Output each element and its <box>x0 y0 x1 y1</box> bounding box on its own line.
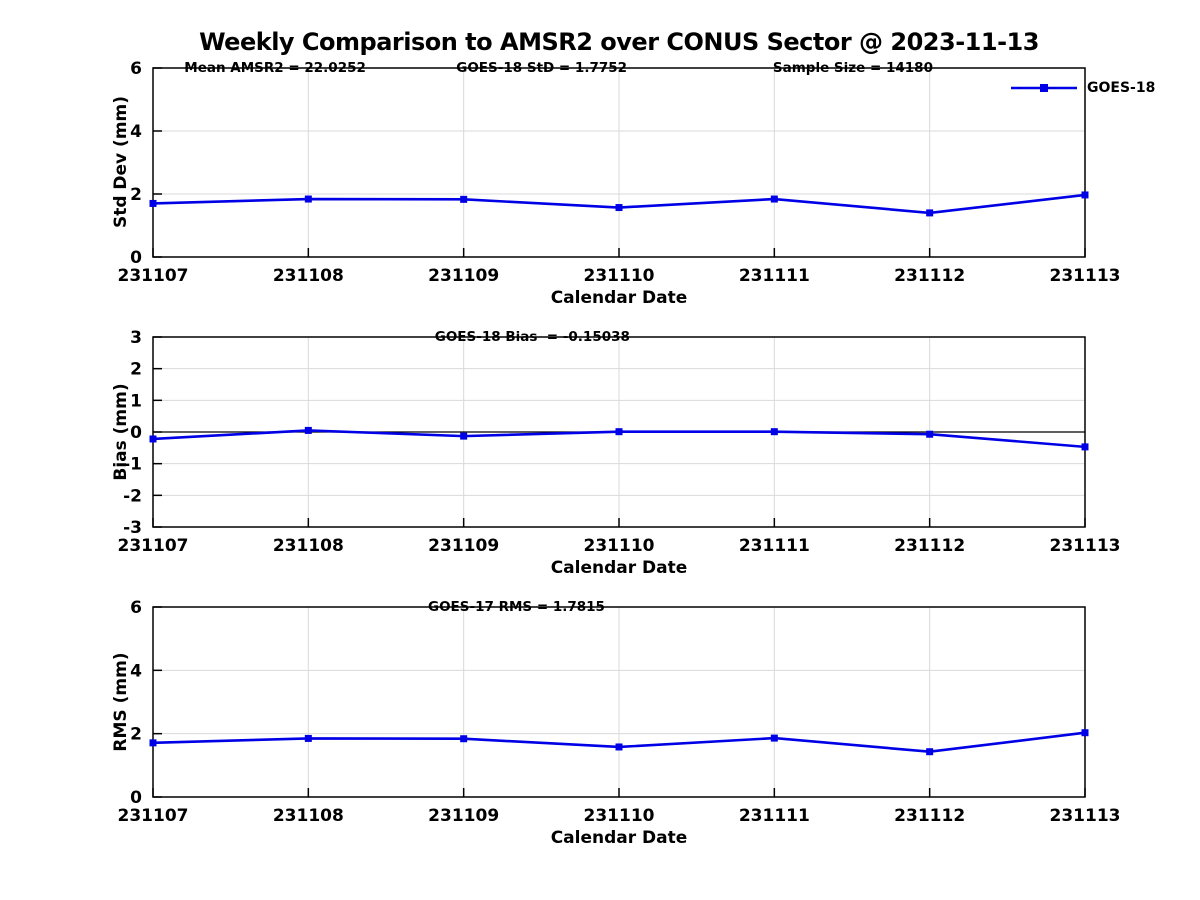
data-point <box>926 209 934 217</box>
data-point <box>1081 443 1089 451</box>
data-point <box>770 734 778 742</box>
y-tick-label: 2 <box>130 360 142 380</box>
data-point <box>615 743 623 751</box>
data-point <box>304 734 312 742</box>
data-point <box>1081 729 1089 737</box>
data-point <box>926 430 934 438</box>
x-tick-label: 231113 <box>1050 536 1121 556</box>
annotation: GOES-17 RMS = 1.7815 <box>428 599 605 615</box>
annotation: GOES-18 StD = 1.7752 <box>456 60 627 76</box>
x-tick-label: 231110 <box>584 806 655 826</box>
y-tick-label: 3 <box>130 328 142 348</box>
x-tick-label: 231112 <box>894 266 965 286</box>
x-tick-label: 231113 <box>1050 266 1121 286</box>
x-tick-label: 231110 <box>584 536 655 556</box>
x-tick-label: 231107 <box>118 266 189 286</box>
y-axis-label-rms: RMS (mm) <box>111 652 131 752</box>
data-point <box>615 204 623 212</box>
x-tick-label: 231109 <box>428 266 499 286</box>
x-axis-label-stddev: Calendar Date <box>550 288 688 308</box>
x-tick-label: 231111 <box>739 536 810 556</box>
data-point <box>460 195 468 203</box>
x-tick-label: 231111 <box>739 266 810 286</box>
data-point <box>304 426 312 434</box>
data-point <box>149 739 157 747</box>
x-tick-label: 231112 <box>894 806 965 826</box>
x-tick-label: 231108 <box>273 806 344 826</box>
data-point <box>304 195 312 203</box>
chart-title: Weekly Comparison to AMSR2 over CONUS Se… <box>199 28 1039 56</box>
x-axis-label-bias: Calendar Date <box>550 558 688 578</box>
legend-marker <box>1040 84 1048 92</box>
y-tick-label: 0 <box>130 788 142 808</box>
annotation: Mean AMSR2 = 22.0252 <box>184 60 366 76</box>
data-point <box>770 195 778 203</box>
x-tick-label: 231107 <box>118 806 189 826</box>
x-tick-label: 231109 <box>428 806 499 826</box>
plot-area-bias: -3 -2 -1 0 1 2 3 231107 231108 231109 231110 231111… <box>118 328 1121 556</box>
data-point <box>926 748 934 756</box>
y-tick-label: 6 <box>130 598 142 618</box>
data-point <box>460 432 468 440</box>
y-tick-label: -3 <box>123 518 142 538</box>
y-tick-label: 0 <box>130 248 142 268</box>
y-tick-label: 4 <box>130 661 142 681</box>
y-tick-label: 6 <box>130 59 142 79</box>
y-tick-label: 2 <box>130 185 142 205</box>
y-tick-label: -1 <box>123 455 142 475</box>
data-point <box>149 199 157 207</box>
data-point <box>770 428 778 436</box>
y-tick-label: -2 <box>123 486 142 506</box>
y-tick-label: 2 <box>130 725 142 745</box>
x-tick-label: 231107 <box>118 536 189 556</box>
y-axis-label-stddev: Std Dev (mm) <box>111 95 131 229</box>
legend-label-goes18: GOES-18 <box>1087 80 1156 96</box>
plot-area-rms: 0 2 4 6 231107 231108 231109 231110 231111 231112… <box>118 598 1121 826</box>
y-tick-label: 0 <box>130 423 142 443</box>
annotation: GOES-18 Bias = -0.15038 <box>435 329 630 345</box>
data-point <box>1081 191 1089 199</box>
x-tick-label: 231108 <box>273 266 344 286</box>
plot-area-stddev: 0 2 4 6 231107 231108 231109 231110 231111 231112… <box>118 59 1121 286</box>
x-tick-label: 231108 <box>273 536 344 556</box>
x-tick-label: 231109 <box>428 536 499 556</box>
x-tick-label: 231111 <box>739 806 810 826</box>
y-tick-label: 4 <box>130 122 142 142</box>
data-point <box>615 428 623 436</box>
x-tick-label: 231110 <box>584 266 655 286</box>
x-tick-label: 231113 <box>1050 806 1121 826</box>
x-tick-label: 231112 <box>894 536 965 556</box>
annotation: Sample Size = 14180 <box>773 60 933 76</box>
data-point <box>149 435 157 443</box>
data-point <box>460 735 468 743</box>
y-tick-label: 1 <box>130 391 142 411</box>
x-axis-label-rms: Calendar Date <box>550 828 688 848</box>
